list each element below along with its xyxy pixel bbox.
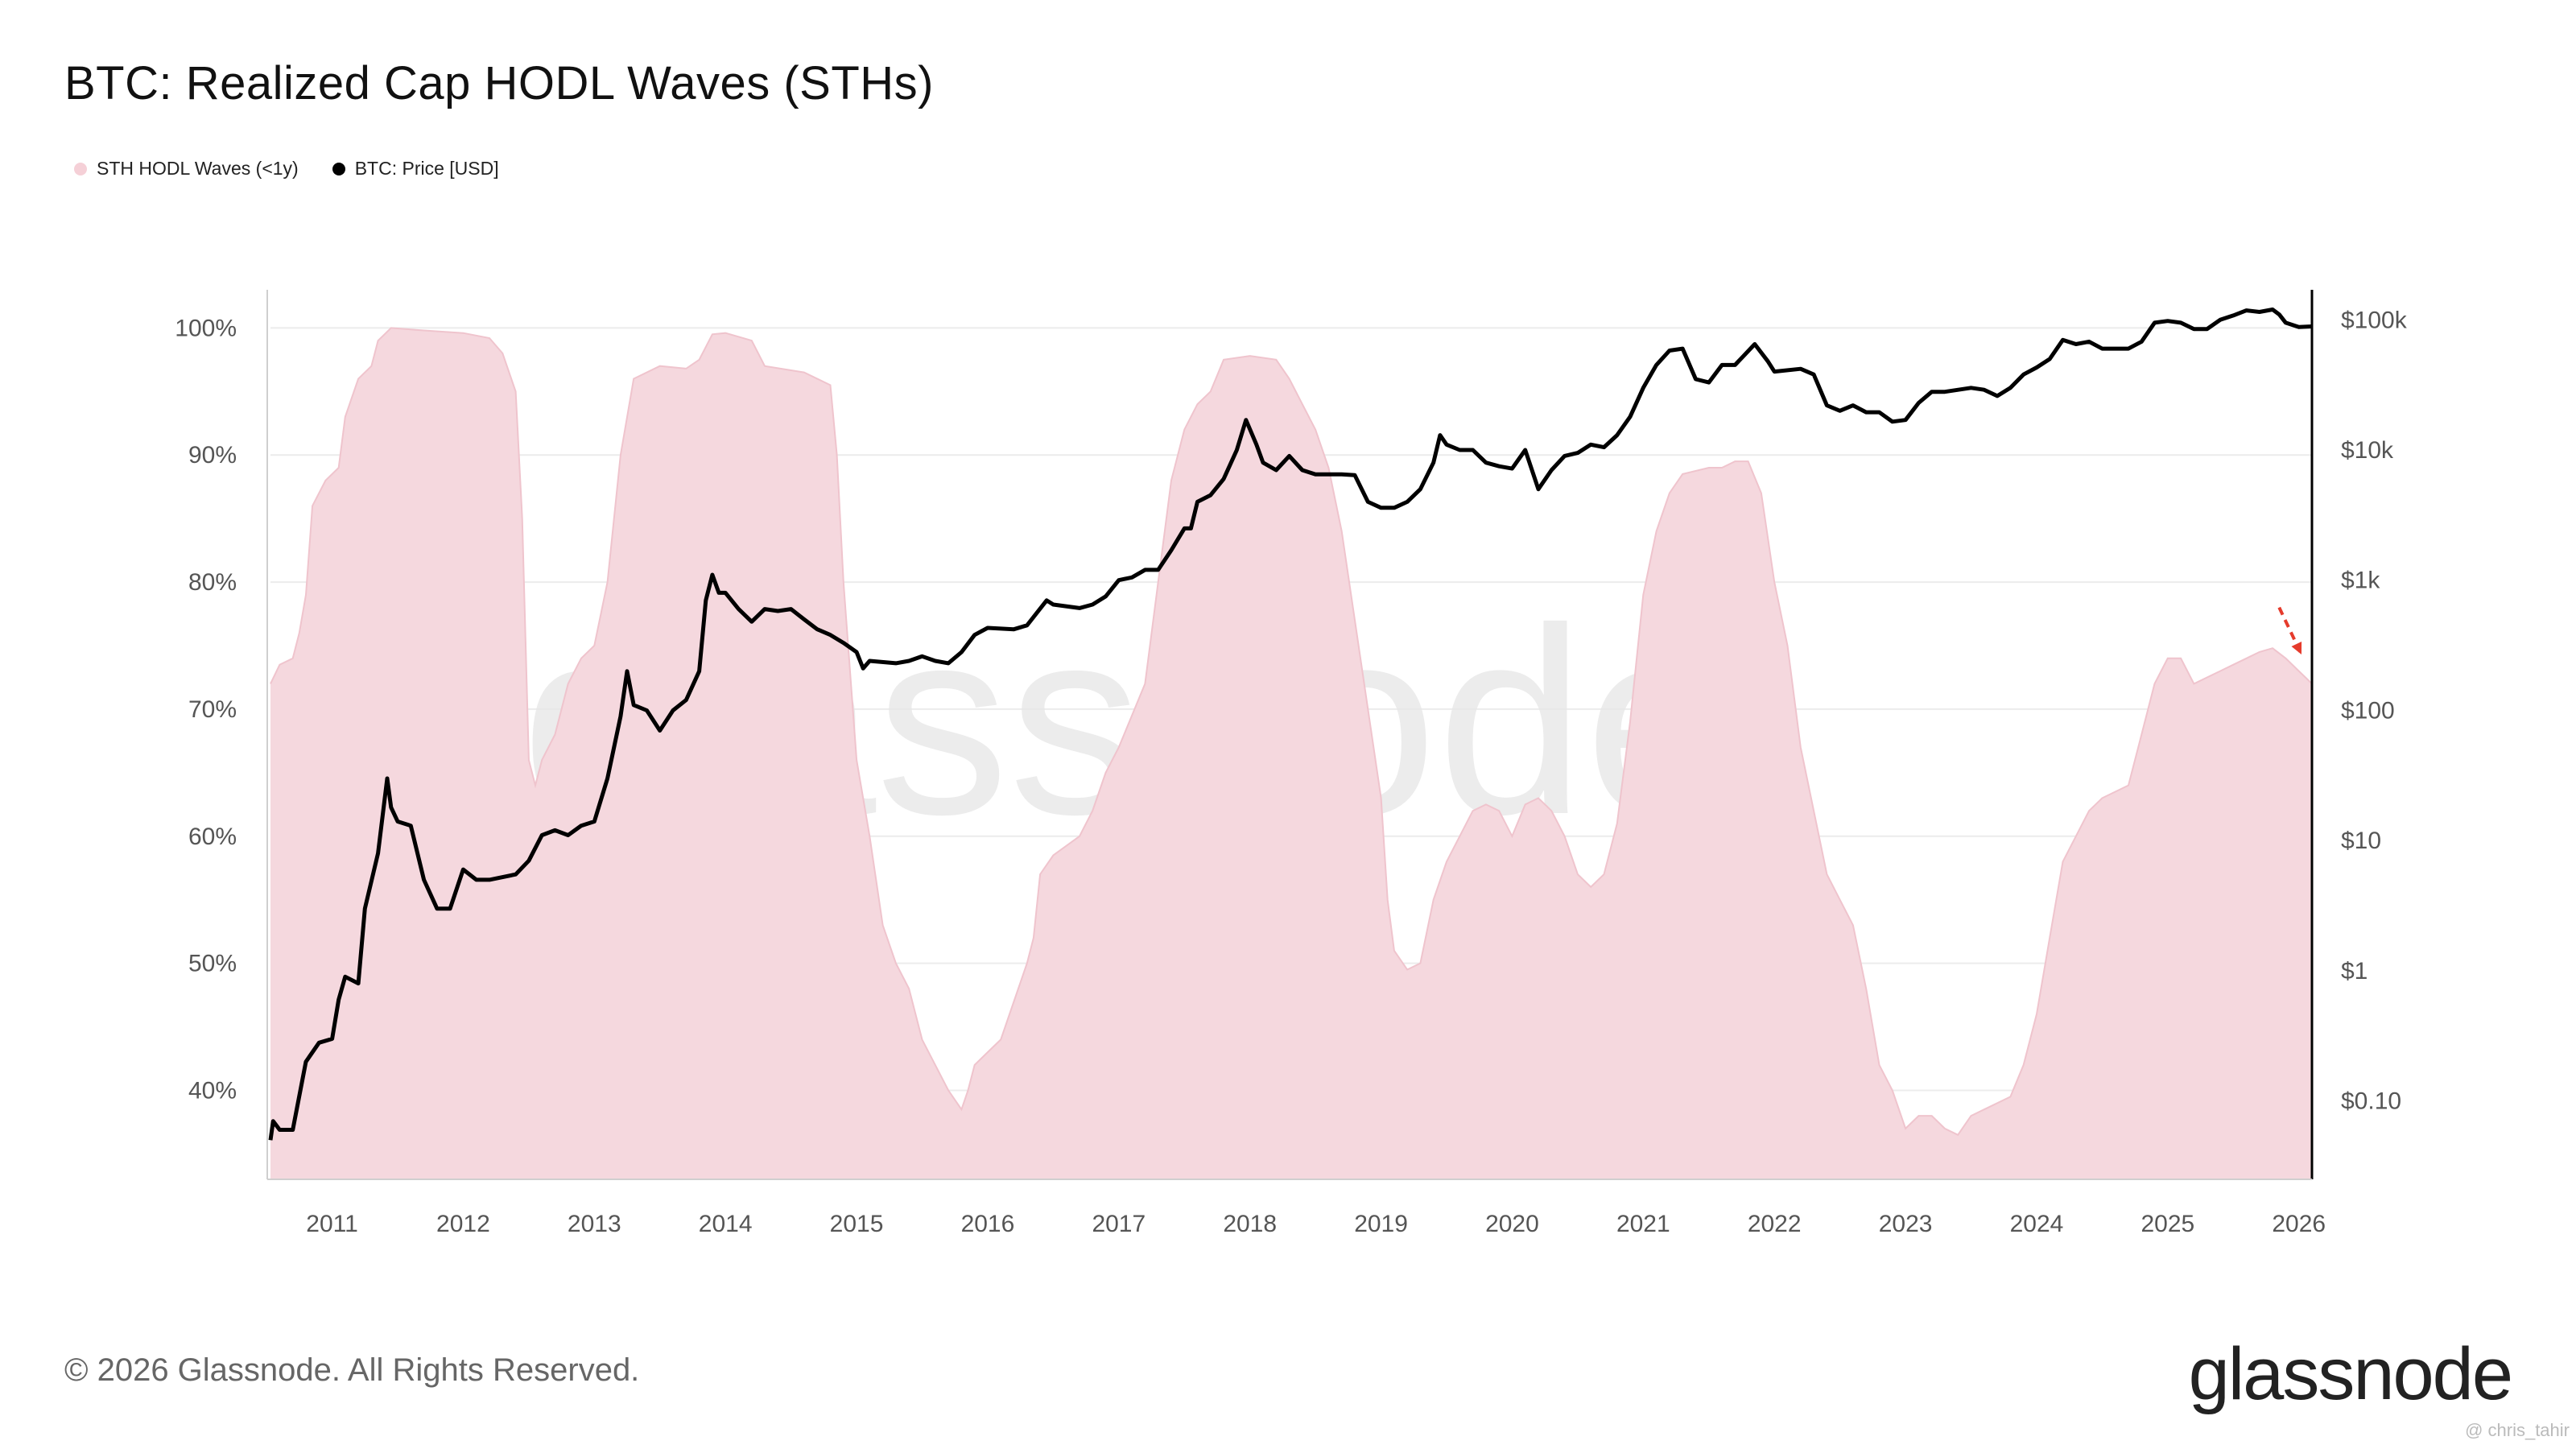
x-tick-label: 2013	[568, 1211, 621, 1237]
axes	[266, 290, 2314, 1180]
legend-dot-price	[332, 162, 345, 175]
x-tick-label: 2012	[436, 1211, 490, 1237]
legend-label-sth: STH HODL Waves (<1y)	[97, 158, 299, 179]
sth-hodl-area	[270, 328, 2312, 1179]
y-right-tick-label: $1	[2341, 958, 2368, 985]
glassnode-logo[interactable]: glassnode	[2188, 1333, 2513, 1415]
x-tick-label: 2016	[961, 1211, 1015, 1237]
legend: STH HODL Waves (<1y) BTC: Price [USD]	[74, 158, 499, 180]
x-tick-label: 2017	[1092, 1211, 1146, 1237]
y-right-tick-label: $100	[2341, 697, 2395, 724]
x-tick-label: 2021	[1616, 1211, 1670, 1237]
y-right-tick-label: $1k	[2341, 568, 2380, 594]
chart-title: BTC: Realized Cap HODL Waves (STHs)	[64, 57, 934, 109]
y-left-tick-label: 60%	[188, 824, 237, 850]
legend-label-price: BTC: Price [USD]	[354, 158, 499, 179]
x-tick-label: 2014	[699, 1211, 753, 1237]
x-tick-label: 2024	[2010, 1211, 2064, 1237]
x-axis-ticks: 2011 2012 2013 2014 2015 2016 2017 2018 2019 2020…	[306, 1211, 2326, 1237]
x-tick-label: 2022	[1748, 1211, 1802, 1237]
y-left-tick-label: 70%	[188, 696, 237, 723]
x-tick-label: 2020	[1485, 1211, 1539, 1237]
copyright-footer: © 2026 Glassnode. All Rights Reserved.	[64, 1352, 640, 1388]
legend-item-price[interactable]: BTC: Price [USD]	[332, 158, 499, 180]
y-left-tick-label: 40%	[188, 1078, 237, 1104]
sth-hodl-line	[270, 327, 2313, 1137]
right-axis-ticks: $100k $10k $1k $100 $10 $1 $0.10	[2341, 307, 2408, 1114]
x-tick-label: 2018	[1223, 1211, 1277, 1237]
x-tick-label: 2019	[1354, 1211, 1408, 1237]
x-tick-label: 2023	[1879, 1211, 1933, 1237]
annotation-arrow	[2277, 606, 2303, 655]
credit-watermark: @ chris_tahir	[2465, 1420, 2570, 1440]
arrow-head	[2291, 642, 2302, 655]
x-tick-label: 2015	[830, 1211, 884, 1237]
y-right-tick-label: $10k	[2341, 437, 2394, 464]
legend-item-sth[interactable]: STH HODL Waves (<1y)	[74, 158, 299, 180]
x-tick-label: 2026	[2272, 1211, 2326, 1237]
y-left-tick-label: 90%	[188, 442, 237, 469]
y-left-tick-label: 50%	[188, 951, 237, 977]
y-left-tick-label: 80%	[188, 569, 237, 596]
y-right-tick-label: $0.10	[2341, 1088, 2401, 1115]
x-tick-label: 2011	[306, 1211, 358, 1237]
y-right-tick-label: $10	[2341, 828, 2381, 854]
legend-dot-sth	[74, 162, 87, 175]
btc-price-line	[268, 308, 2313, 1141]
x-tick-label: 2025	[2140, 1211, 2194, 1237]
left-axis-ticks: 100% 90% 80% 70% 60% 50% 40%	[175, 315, 237, 1104]
y-left-tick-label: 100%	[175, 315, 237, 341]
y-right-tick-label: $100k	[2341, 307, 2408, 333]
